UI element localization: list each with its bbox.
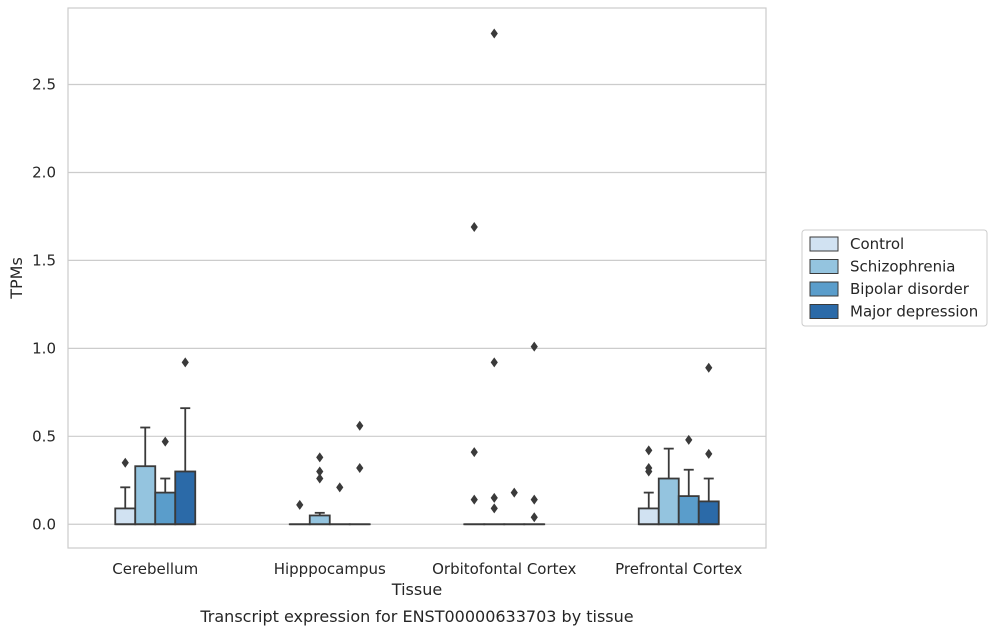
box-group bbox=[503, 487, 526, 526]
outlier-point bbox=[490, 503, 498, 514]
outlier-point bbox=[490, 492, 498, 503]
box-rect bbox=[134, 465, 157, 526]
y-axis-label: TPMs bbox=[7, 257, 26, 300]
box-group bbox=[328, 482, 351, 526]
y-tick-label: 2.0 bbox=[32, 163, 56, 181]
box-group bbox=[308, 452, 331, 526]
legend-label: Bipolar disorder bbox=[850, 280, 970, 298]
box-group bbox=[174, 357, 197, 526]
outlier-point bbox=[316, 452, 324, 463]
x-tick-label: Cerebellum bbox=[112, 560, 198, 578]
outlier-point bbox=[530, 341, 538, 352]
box-group bbox=[697, 362, 720, 526]
outlier-point bbox=[490, 357, 498, 368]
legend-swatch bbox=[809, 259, 839, 274]
outlier-point bbox=[530, 512, 538, 523]
box-rect bbox=[154, 491, 177, 526]
legend-swatch bbox=[809, 236, 839, 252]
legend-label: Control bbox=[850, 235, 904, 253]
plot-background bbox=[68, 8, 766, 548]
box-rect bbox=[114, 507, 137, 526]
x-tick-label: Prefrontal Cortex bbox=[615, 560, 742, 578]
legend-frame bbox=[801, 229, 988, 327]
boxes-layer bbox=[114, 28, 720, 526]
x-axis-ticks: Cerebellum Hipppocampus Orbitofontal Corte… bbox=[112, 560, 742, 578]
outlier-point bbox=[490, 28, 498, 39]
x-tick-label: Orbitofontal Cortex bbox=[432, 560, 576, 578]
outlier-point bbox=[161, 436, 169, 447]
outlier-point bbox=[356, 420, 364, 431]
legend-swatch bbox=[809, 304, 839, 319]
box-rect bbox=[174, 470, 197, 526]
legend-label: Major depression bbox=[850, 303, 978, 321]
outlier-point bbox=[530, 494, 538, 505]
y-tick-label: 0.0 bbox=[32, 515, 56, 533]
outlier-point bbox=[470, 447, 478, 458]
outlier-point bbox=[705, 448, 713, 459]
box-group bbox=[483, 28, 506, 526]
outlier-point bbox=[316, 473, 324, 484]
box-rect bbox=[637, 507, 660, 526]
box-rect bbox=[657, 477, 680, 526]
box-group bbox=[154, 436, 177, 526]
outlier-point bbox=[645, 462, 653, 473]
plot-frame bbox=[67, 7, 767, 549]
outlier-point bbox=[181, 357, 189, 368]
box-rect bbox=[677, 495, 700, 526]
outlier-point bbox=[645, 445, 653, 456]
legend: Control Schizophrenia Bipolar disorder Majo… bbox=[801, 229, 988, 327]
legend-label: Schizophrenia bbox=[850, 258, 955, 276]
outlier-point bbox=[510, 487, 518, 498]
box-group bbox=[463, 221, 486, 526]
y-tick-label: 0.5 bbox=[32, 427, 56, 445]
box-group bbox=[657, 447, 680, 526]
outlier-point bbox=[121, 457, 129, 468]
box-group bbox=[348, 420, 371, 526]
outlier-point bbox=[705, 362, 713, 373]
outlier-point bbox=[336, 482, 344, 493]
x-axis-label: Tissue bbox=[391, 580, 442, 599]
outlier-point bbox=[470, 494, 478, 505]
y-tick-label: 1.0 bbox=[32, 339, 56, 357]
outlier-point bbox=[470, 221, 478, 232]
y-tick-label: 1.5 bbox=[32, 251, 56, 269]
outlier-point bbox=[296, 499, 304, 510]
box-rect bbox=[697, 500, 720, 526]
legend-swatch bbox=[809, 281, 839, 297]
box-rect bbox=[308, 514, 331, 526]
outlier-point bbox=[356, 462, 364, 473]
box-group bbox=[637, 445, 660, 526]
box-group bbox=[523, 341, 546, 526]
outlier-point bbox=[685, 434, 693, 445]
y-axis-ticks: 0.0 0.5 1.0 1.5 2.0 2.5 bbox=[32, 76, 56, 534]
outlier-point bbox=[316, 466, 324, 477]
y-tick-label: 2.5 bbox=[32, 76, 56, 94]
chart-caption: Transcript expression for ENST0000063370… bbox=[199, 607, 633, 626]
x-tick-label: Hipppocampus bbox=[274, 560, 386, 578]
